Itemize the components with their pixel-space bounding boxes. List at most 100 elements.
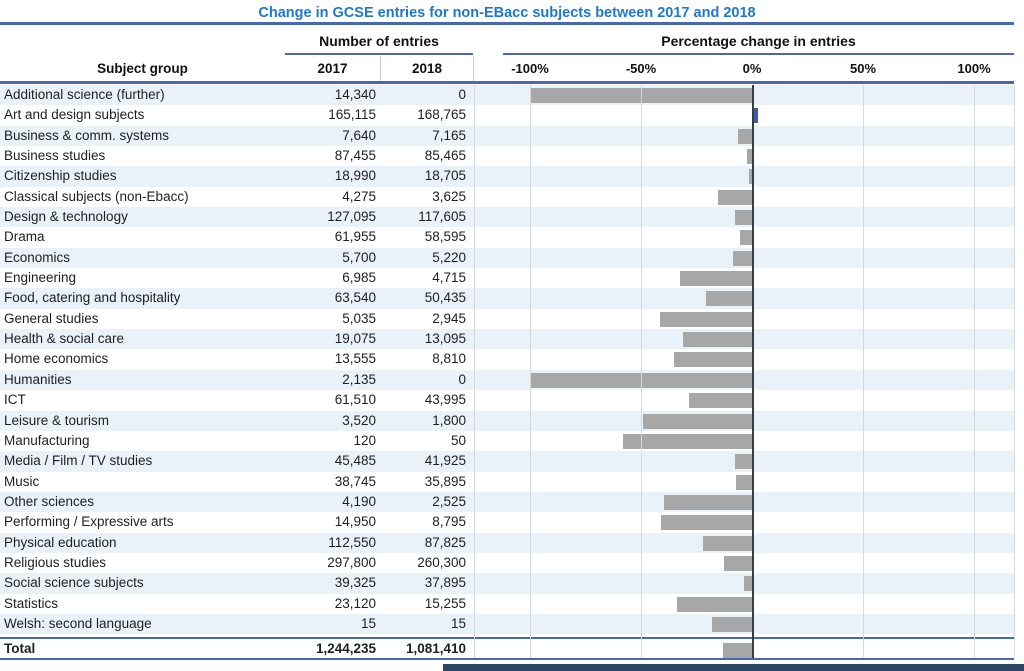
entries-2018-cell: 0 bbox=[458, 371, 466, 387]
table-row: Drama 61,955 58,595 bbox=[0, 227, 1014, 247]
table-row: Social science subjects 39,325 37,895 bbox=[0, 573, 1014, 594]
column-separator bbox=[380, 56, 381, 81]
figure-title: Change in GCSE entries for non-EBacc sub… bbox=[258, 5, 756, 21]
pct-change-bar bbox=[663, 494, 752, 510]
axis-tick-label: 0% bbox=[742, 61, 762, 76]
zero-axis-line bbox=[752, 85, 754, 659]
subject-cell: Health & social care bbox=[4, 331, 125, 347]
entries-2018-cell: 3,625 bbox=[432, 188, 466, 204]
table-row: Humanities 2,135 0 bbox=[0, 369, 1014, 391]
subject-cell: Religious studies bbox=[4, 554, 107, 570]
entries-2018-cell: 5,220 bbox=[432, 249, 466, 265]
pct-change-bar bbox=[753, 108, 759, 124]
subject-cell: Music bbox=[4, 473, 40, 489]
axis-tick-label: -100% bbox=[511, 61, 549, 76]
bottom-cropped-band bbox=[443, 663, 1024, 671]
subject-cell: Physical education bbox=[4, 534, 117, 550]
table-row: Statistics 23,120 15,255 bbox=[0, 594, 1014, 614]
pct-change-bar bbox=[746, 149, 752, 165]
entries-2017-cell: 45,485 bbox=[334, 453, 376, 469]
entries-2018-cell: 1,800 bbox=[432, 412, 466, 428]
pct-change-bar bbox=[733, 250, 752, 266]
entries-2017-cell: 61,955 bbox=[334, 229, 376, 245]
table-row: Physical education 112,550 87,825 bbox=[0, 532, 1014, 553]
table-row: Leisure & tourism 3,520 1,800 bbox=[0, 410, 1014, 431]
entries-2017-cell: 165,115 bbox=[328, 107, 376, 123]
pct-change-bar bbox=[643, 413, 752, 429]
pct-change-bar bbox=[676, 596, 752, 612]
table-row: Economics 5,700 5,220 bbox=[0, 247, 1014, 269]
pct-change-bar bbox=[722, 643, 752, 658]
table-row: Media / Film / TV studies 45,485 41,925 bbox=[0, 451, 1014, 472]
subject-cell: Citizenship studies bbox=[4, 168, 117, 184]
pct-change-bar bbox=[735, 474, 752, 490]
entries-2018-cell: 37,895 bbox=[424, 575, 466, 591]
subject-cell: Classical subjects (non-Ebacc) bbox=[4, 188, 189, 204]
pct-change-bar bbox=[748, 169, 752, 185]
table-row: Welsh: second language 15 15 bbox=[0, 613, 1014, 635]
entries-2017-cell: 120 bbox=[353, 432, 376, 448]
entries-2018-cell: 15 bbox=[450, 615, 466, 631]
subject-cell: Humanities bbox=[4, 371, 72, 387]
entries-2017-cell: 63,540 bbox=[334, 290, 376, 306]
table-row: General studies 5,035 2,945 bbox=[0, 309, 1014, 329]
table-row: Religious studies 297,800 260,300 bbox=[0, 553, 1014, 573]
entries-2017-cell: 297,800 bbox=[327, 554, 376, 570]
entries-2018-cell: 58,595 bbox=[424, 229, 466, 245]
pct-underline bbox=[503, 52, 1014, 55]
entries-2017-cell: 38,745 bbox=[334, 473, 376, 489]
subject-cell: General studies bbox=[4, 310, 99, 326]
entries-2017-cell: 5,035 bbox=[342, 310, 376, 326]
axis-tick-label: 100% bbox=[957, 61, 991, 76]
subject-cell: Drama bbox=[4, 229, 45, 245]
table-row: Performing / Expressive arts 14,950 8,795 bbox=[0, 512, 1014, 532]
table-row: Home economics 13,555 8,810 bbox=[0, 349, 1014, 369]
entries-2017-cell: 2,135 bbox=[342, 371, 376, 387]
entries-2018-cell: 50,435 bbox=[424, 290, 466, 306]
gridline bbox=[641, 85, 642, 659]
table-row: Other sciences 4,190 2,525 bbox=[0, 491, 1014, 513]
entries-2017-cell: 23,120 bbox=[334, 595, 376, 611]
gridline bbox=[863, 85, 864, 659]
entries-underline bbox=[285, 52, 473, 55]
entries-2018-cell: 260,300 bbox=[417, 554, 466, 570]
pct-change-bar bbox=[706, 291, 752, 307]
entries-2017-cell: 14,950 bbox=[334, 514, 376, 530]
pct-group-header: Percentage change in entries bbox=[661, 33, 856, 49]
table-row: Business studies 87,455 85,465 bbox=[0, 146, 1014, 166]
entries-2017-cell: 127,095 bbox=[327, 209, 376, 225]
pct-change-bar bbox=[688, 393, 752, 409]
total-row: Total 1,244,235 1,081,410 bbox=[0, 640, 1014, 658]
gridline bbox=[974, 85, 975, 659]
table-row: Classical subjects (non-Ebacc) 4,275 3,625 bbox=[0, 187, 1014, 207]
entries-2017-cell: 61,510 bbox=[334, 392, 376, 408]
pre-total-rule bbox=[0, 636, 1014, 639]
entries-2018-cell: 8,810 bbox=[432, 351, 466, 367]
entries-2018-cell: 2,525 bbox=[432, 493, 466, 509]
table-row: Engineering 6,985 4,715 bbox=[0, 268, 1014, 288]
entries-2018-cell: 13,095 bbox=[424, 331, 466, 347]
entries-2017-cell: 7,640 bbox=[342, 127, 376, 143]
gridline bbox=[1014, 85, 1015, 659]
subject-cell: Leisure & tourism bbox=[4, 412, 110, 428]
entries-2017-cell: 18,990 bbox=[334, 168, 376, 184]
entries-2018-cell: 1,081,410 bbox=[405, 641, 466, 656]
entries-2018-cell: 0 bbox=[458, 87, 466, 102]
subject-cell: Welsh: second language bbox=[4, 615, 152, 631]
entries-2017-cell: 4,275 bbox=[342, 188, 376, 204]
pct-change-bar bbox=[734, 454, 752, 470]
entries-group-header: Number of entries bbox=[319, 33, 439, 49]
pct-change-bar bbox=[738, 128, 752, 144]
entries-2018-cell: 41,925 bbox=[424, 453, 466, 469]
subject-cell: Home economics bbox=[4, 351, 109, 367]
entries-2017-cell: 39,325 bbox=[334, 575, 376, 591]
gridline bbox=[474, 85, 475, 659]
pct-change-bar bbox=[712, 616, 752, 632]
column-separator bbox=[473, 56, 474, 81]
entries-2018-cell: 4,715 bbox=[432, 270, 466, 286]
pct-change-bar bbox=[740, 230, 752, 246]
entries-2018-cell: 8,795 bbox=[432, 514, 466, 530]
gridline bbox=[530, 85, 531, 659]
axis-tick-label: -50% bbox=[625, 61, 657, 76]
